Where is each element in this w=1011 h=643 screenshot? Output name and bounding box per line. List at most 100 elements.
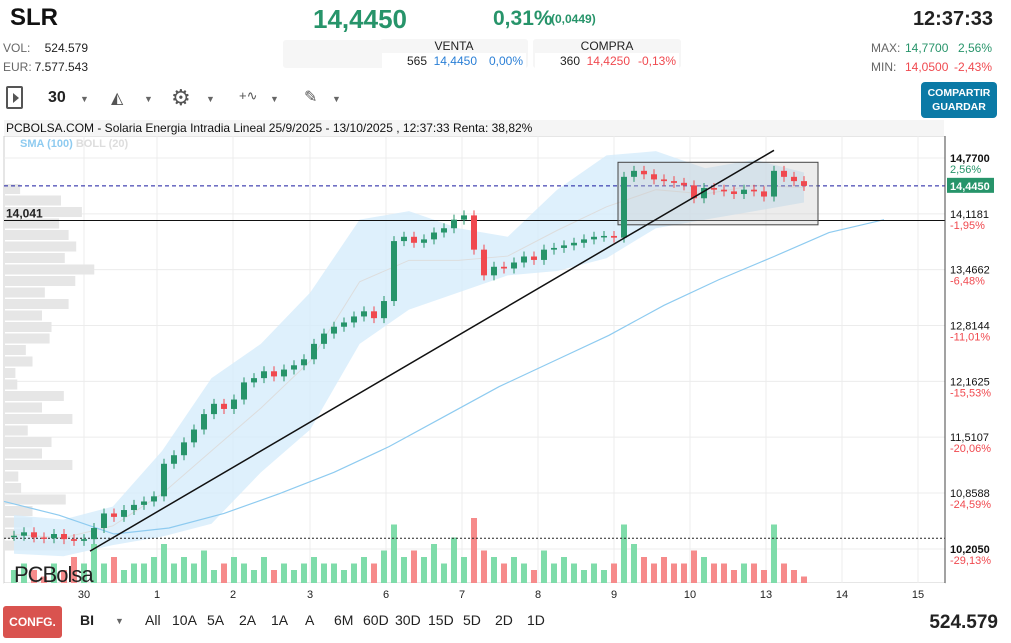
time-tick: 2 (230, 589, 236, 601)
volume-bar (631, 544, 637, 583)
mode-caret-icon[interactable]: ▼ (115, 616, 124, 626)
volume-bar (241, 563, 247, 583)
volume-profile-bar (4, 437, 52, 447)
range-a[interactable]: A (305, 612, 315, 628)
draw-caret-icon[interactable]: ▼ (332, 94, 341, 104)
config-button[interactable]: CONFG. (3, 606, 62, 638)
candle (191, 429, 197, 443)
volume-bar (351, 563, 357, 583)
candle (31, 532, 37, 538)
share-save-button[interactable]: COMPARTIR GUARDAR (921, 82, 997, 118)
candle (171, 455, 177, 464)
range-5d[interactable]: 5D (463, 612, 481, 628)
candle (531, 256, 537, 260)
volume-bar (411, 550, 417, 583)
volume-bar (401, 557, 407, 583)
volume-bar (781, 563, 787, 583)
sidebar-toggle-button[interactable] (6, 86, 23, 109)
sell-box: VENTA 565 14,4450 0,00% (380, 39, 528, 69)
candle (341, 322, 347, 327)
clock: 12:37:33 (912, 8, 993, 30)
volume-profile-bar (4, 391, 64, 401)
buy-price: 14,4250 (586, 54, 630, 68)
interval-select[interactable]: 30 (48, 89, 66, 106)
settings-caret-icon[interactable]: ▼ (206, 94, 215, 104)
volume-profile-bar (4, 345, 26, 355)
candle (71, 539, 77, 541)
range-30d[interactable]: 30D (395, 612, 421, 628)
time-tick: 9 (611, 589, 617, 601)
chart-type-caret-icon[interactable]: ▼ (144, 94, 153, 104)
time-tick: 30 (78, 589, 90, 601)
ticker-symbol: SLR (10, 4, 58, 31)
change-percent: 0,31% (493, 7, 553, 30)
range-60d[interactable]: 60D (363, 612, 389, 628)
range-1d[interactable]: 1D (527, 612, 545, 628)
volume-bar (271, 570, 277, 583)
volume-bar (611, 563, 617, 583)
candle (21, 532, 27, 536)
candle (591, 236, 597, 240)
volume-bar (41, 576, 47, 583)
candle (481, 249, 487, 276)
range-2a[interactable]: 2A (239, 612, 257, 628)
eur-label: EUR: (3, 60, 32, 74)
candle (41, 537, 47, 539)
interval-caret-icon[interactable]: ▼ (80, 94, 89, 104)
chart-type-icon[interactable]: ◭ (111, 90, 124, 107)
indicators-caret-icon[interactable]: ▼ (270, 94, 279, 104)
gear-icon[interactable]: ⚙ (171, 85, 191, 110)
volume-bar (51, 563, 57, 583)
range-15d[interactable]: 15D (428, 612, 454, 628)
volume-profile-bar (4, 414, 73, 424)
range-5a[interactable]: 5A (207, 612, 225, 628)
legend-sma[interactable]: SMA (100) (20, 138, 73, 150)
volume-profile-bar (4, 471, 19, 482)
candle (381, 301, 387, 319)
volume-bar (311, 557, 317, 583)
candle (651, 174, 657, 180)
time-tick: 14 (836, 589, 848, 601)
candle (131, 504, 137, 511)
candle (671, 181, 677, 183)
volume-bar (61, 570, 67, 583)
candle (321, 333, 327, 344)
volume-bar (151, 557, 157, 583)
time-tick: 7 (459, 589, 465, 601)
range-2d[interactable]: 2D (495, 612, 513, 628)
volume-bar (11, 570, 17, 583)
volume-bar (711, 563, 717, 583)
volume-bar (431, 544, 437, 583)
candle (711, 187, 717, 190)
last-price-tag (947, 177, 994, 193)
legend-boll[interactable]: BOLL (20) (75, 138, 129, 150)
sell-quote (283, 40, 393, 68)
mode-select[interactable]: BI (80, 612, 94, 628)
range-10a[interactable]: 10A (172, 612, 197, 628)
buy-label: COMPRA (580, 39, 634, 53)
volume-bar (531, 570, 537, 583)
range-1a[interactable]: 1A (271, 612, 289, 628)
candle (561, 245, 567, 248)
range-6m[interactable]: 6M (334, 612, 354, 628)
volume-profile-bar (4, 299, 69, 309)
indicators-icon[interactable]: +∿ (239, 88, 258, 103)
volume-bar (101, 563, 107, 583)
volume-profile-bar (4, 310, 42, 321)
volume-profile-bar (4, 368, 16, 378)
price-tick: 14,1181 (950, 209, 989, 221)
range-all[interactable]: All (145, 612, 161, 628)
volume-profile-bar (4, 448, 42, 459)
candle (511, 262, 517, 269)
candle (541, 249, 547, 260)
volume-bar (261, 557, 267, 583)
total-volume: 524.579 (929, 612, 998, 633)
volume-bar (471, 518, 477, 583)
pcbolsa-logo: PCBolsa (14, 562, 94, 587)
pencil-icon[interactable]: ✎ (304, 89, 318, 106)
volume-bar (251, 570, 257, 583)
candle (361, 311, 367, 317)
indicator-legend: SMA (100) BOLL (20) (20, 138, 128, 150)
volume-bar (391, 524, 397, 583)
